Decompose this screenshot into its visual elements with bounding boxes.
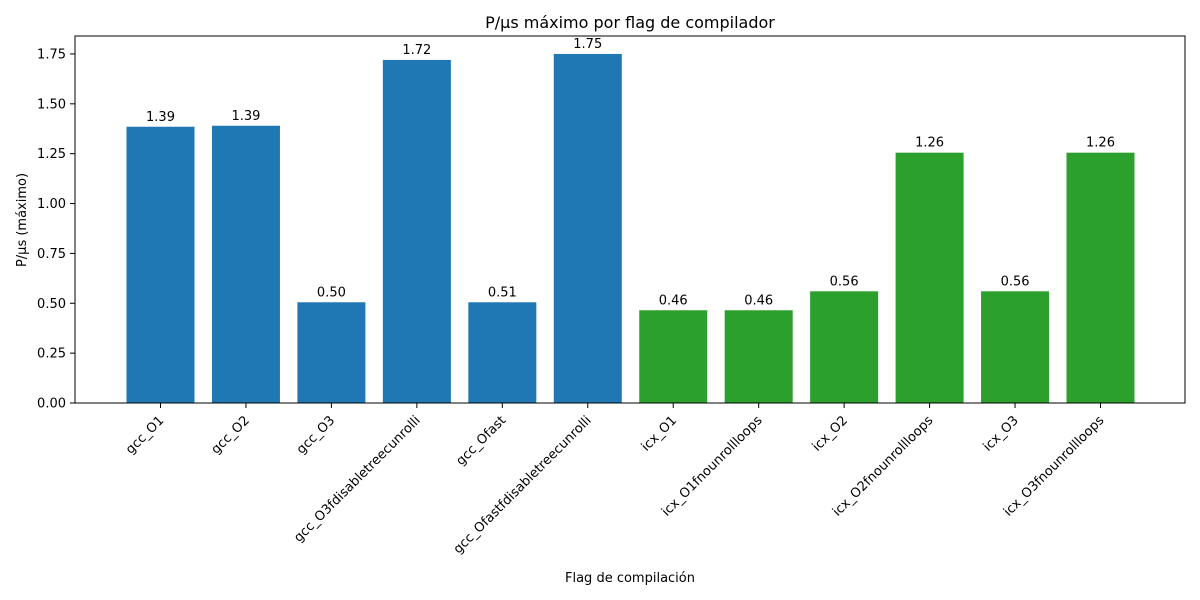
x-tick-label: icx_O1fnounrollloops	[659, 413, 766, 520]
x-tick-label: gcc_O1	[123, 413, 167, 457]
y-tick-label: 1.75	[37, 47, 66, 62]
x-tick-label: icx_O1	[639, 413, 680, 454]
bar-icx-o2fnounrollloops	[895, 152, 964, 403]
bar-gcc-ofastfdisabletreecunrolli	[553, 53, 622, 404]
bar-gcc-o2	[211, 125, 280, 403]
y-tick-label: 1.50	[37, 97, 66, 112]
bar-value-label: 0.56	[830, 274, 859, 289]
bar-icx-o3fnounrollloops	[1066, 152, 1135, 403]
x-axis: gcc_O1 gcc_O2 gcc_O3gcc_O3fdisabletreecunr…	[123, 403, 1107, 557]
y-tick-label: 0.00	[37, 397, 66, 412]
bar-value-label: 0.46	[744, 293, 773, 308]
y-tick-label: 1.25	[37, 147, 66, 162]
bar-gcc-o1	[126, 126, 195, 403]
bar-value-label: 1.26	[1086, 136, 1115, 151]
y-tick-label: 0.50	[37, 297, 66, 312]
bar-gcc-ofast	[468, 302, 537, 403]
x-tick-label: gcc_Ofastfdisabletreecunrolli	[451, 413, 595, 557]
bar-value-label: 0.51	[488, 285, 517, 300]
bar-value-label: 1.75	[573, 37, 602, 52]
bar-gcc-o3fdisabletreecunrolli	[382, 59, 451, 403]
bar-gcc-o3	[297, 302, 366, 403]
bar-value-label: 0.50	[317, 285, 346, 300]
x-tick-label: gcc_O3	[294, 413, 338, 457]
bar-icx-o2	[810, 291, 879, 403]
x-tick-label: gcc_O2	[209, 413, 253, 457]
x-tick-label: icx_O3fnounrollloops	[1001, 413, 1108, 520]
x-tick-label: icx_O2fnounrollloops	[830, 413, 937, 520]
plot-area: 1.39 1.39 0.50 1.72 0.51 1.75 0.46 0.46 0.56 1.26…	[74, 35, 1186, 404]
y-axis: 0.00 0.25 0.50 0.75 1.00 1.25 1.50 1.75	[37, 47, 75, 412]
bar-icx-o1	[639, 310, 708, 403]
bar-icx-o3	[981, 291, 1050, 403]
bar-value-label: 1.26	[915, 136, 944, 151]
bar-value-label: 0.46	[659, 293, 688, 308]
chart-title: P/µs máximo por flag de compilador	[485, 13, 775, 32]
bar-value-label: 1.39	[231, 109, 260, 124]
x-tick-label: icx_O3	[981, 413, 1022, 454]
x-tick-label: icx_O2	[810, 413, 851, 454]
y-tick-label: 0.75	[37, 247, 66, 262]
bar-value-label: 0.56	[1001, 274, 1030, 289]
y-axis-label: P/µs (máximo)	[15, 173, 30, 267]
bar-value-label: 1.39	[146, 110, 175, 125]
bar-value-label: 1.72	[402, 43, 431, 58]
plot-frame	[74, 35, 1186, 404]
y-tick-label: 0.25	[37, 347, 66, 362]
bar-icx-o1fnounrollloops	[724, 310, 793, 403]
x-tick-label: gcc_Ofast	[453, 413, 509, 469]
y-tick-label: 1.00	[37, 197, 66, 212]
x-axis-label: Flag de compilación	[565, 571, 695, 586]
